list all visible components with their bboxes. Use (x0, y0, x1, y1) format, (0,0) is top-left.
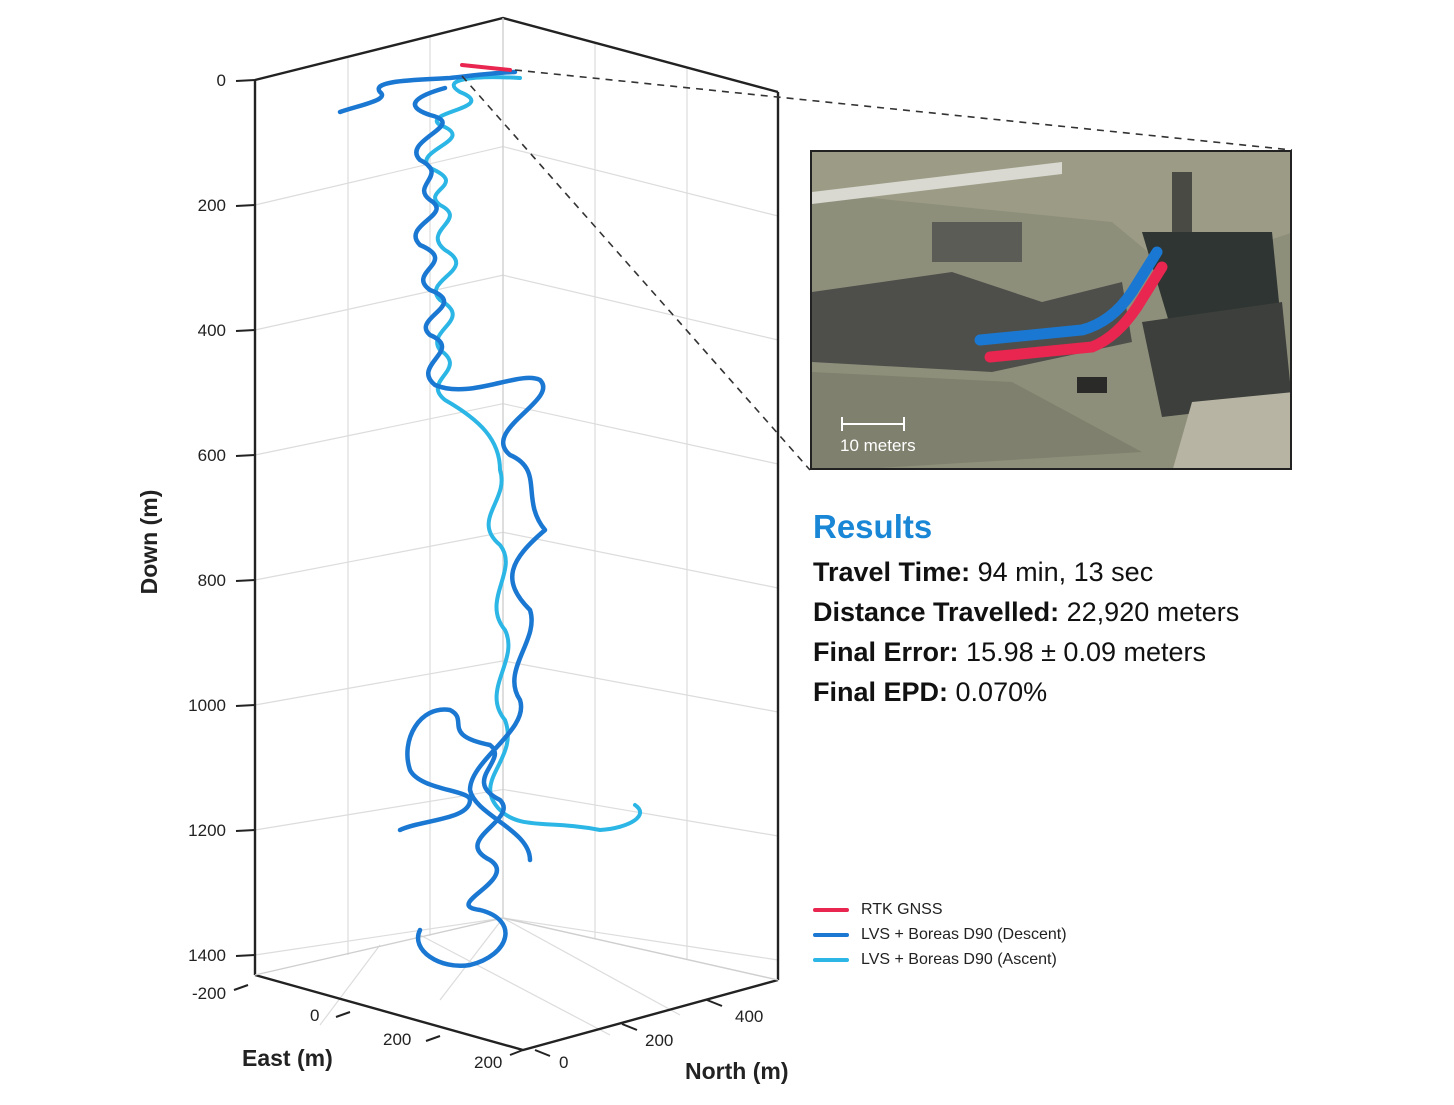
east-tick-3: 200 (474, 1053, 502, 1072)
back-wall-left (255, 18, 503, 975)
east-axis-title: East (m) (242, 1045, 333, 1071)
result-travel-time: Travel Time: 94 min, 13 sec (813, 552, 1413, 592)
down-tick-label: 200 (198, 196, 226, 215)
legend-label: RTK GNSS (861, 900, 943, 918)
inset-rtk-path (984, 261, 1168, 363)
down-tick-label: 400 (198, 321, 226, 340)
legend-label: LVS + Boreas D90 (Ascent) (861, 950, 1057, 968)
result-final-epd: Final EPD: 0.070% (813, 672, 1413, 712)
scale-bar (841, 417, 905, 431)
down-tick-mark (235, 204, 256, 207)
trajectories (337, 63, 643, 969)
grid-box (253, 16, 780, 1052)
legend-item-descent: LVS + Boreas D90 (Descent) (813, 922, 1067, 947)
legend-item-rtk: RTK GNSS (813, 897, 1067, 922)
results-heading: Results (813, 508, 933, 545)
satellite-image (812, 152, 1290, 468)
result-label: Distance Travelled: (813, 597, 1060, 627)
legend-swatch (813, 932, 849, 937)
scale-label: 10 meters (840, 436, 916, 455)
result-value: 94 min, 13 sec (977, 557, 1154, 587)
results-panel: Results Travel Time: 94 min, 13 sec Dist… (813, 508, 1413, 712)
east-tick-1: 0 (310, 1006, 319, 1025)
down-tick-mark (235, 454, 256, 457)
legend-swatch (813, 907, 849, 912)
down-tick-label: 800 (198, 571, 226, 590)
legend-swatch (813, 957, 849, 962)
north-axis-title: North (m) (685, 1058, 788, 1084)
down-tick-mark (235, 704, 256, 707)
down-axis-title: Down (m) (136, 490, 162, 595)
descent-line (337, 69, 548, 969)
result-distance: Distance Travelled: 22,920 meters (813, 592, 1413, 632)
satellite-inset: 10 meters (810, 150, 1292, 470)
inset-descent-path (974, 246, 1163, 346)
down-tick-mark (235, 79, 256, 82)
down-tick-mark (235, 579, 256, 582)
result-label: Travel Time: (813, 557, 971, 587)
down-tick-mark (235, 954, 256, 957)
result-value: 0.070% (955, 677, 1048, 707)
down-tick-label: 1400 (188, 946, 226, 965)
back-wall-right (503, 18, 778, 980)
legend: RTK GNSS LVS + Boreas D90 (Descent) LVS … (813, 897, 1067, 972)
result-final-error: Final Error: 15.98 ± 0.09 meters (813, 632, 1413, 672)
down-tick-label: 1200 (188, 821, 226, 840)
legend-label: LVS + Boreas D90 (Descent) (861, 925, 1067, 943)
legend-item-ascent: LVS + Boreas D90 (Ascent) (813, 947, 1067, 972)
east-axis: -200 0 200 200 East (m) (192, 984, 524, 1072)
north-tick-2: 400 (735, 1007, 763, 1026)
rtk-gnss-line (460, 63, 512, 72)
down-tick-label: 600 (198, 446, 226, 465)
north-axis: 0 200 400 North (m) (534, 999, 788, 1084)
result-label: Final EPD: (813, 677, 949, 707)
down-tick-mark (235, 329, 256, 332)
north-tick-0: 0 (559, 1053, 568, 1072)
down-tick-label: 1000 (188, 696, 226, 715)
east-tick-0: -200 (192, 984, 226, 1003)
down-tick-mark (235, 829, 256, 832)
result-label: Final Error: (813, 637, 959, 667)
down-axis: 0 200 400 600 800 1000 1200 1400 (188, 71, 256, 965)
north-tick-1: 200 (645, 1031, 673, 1050)
inset-leader-lines (461, 69, 1293, 471)
result-value: 22,920 meters (1066, 597, 1240, 627)
east-tick-2: 200 (383, 1030, 411, 1049)
result-value: 15.98 ± 0.09 meters (966, 637, 1207, 667)
down-tick-label: 0 (217, 71, 226, 90)
ascent-line (424, 75, 643, 832)
